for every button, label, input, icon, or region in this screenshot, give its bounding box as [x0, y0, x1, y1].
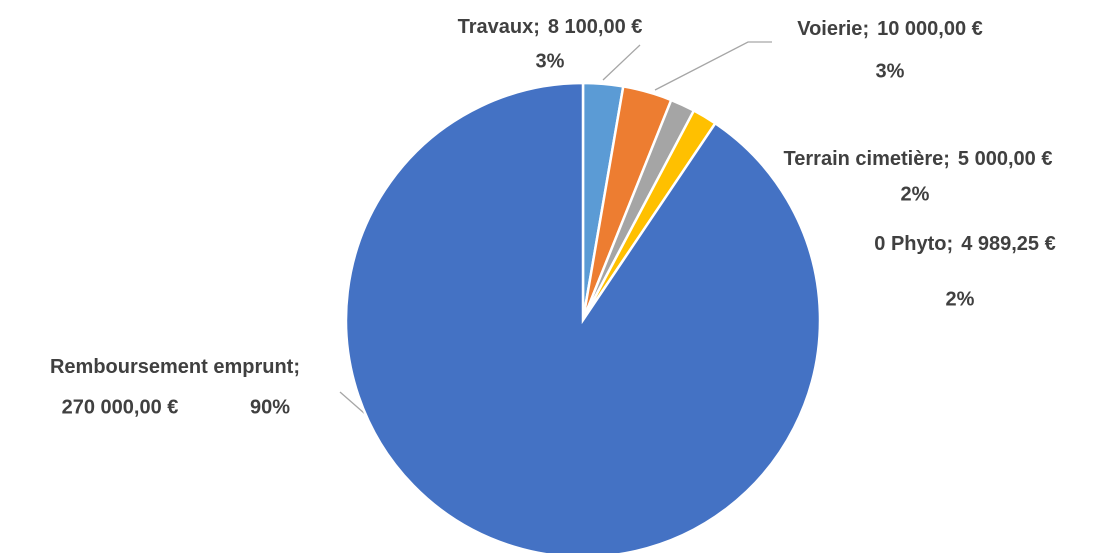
label-separator: ;	[533, 16, 540, 38]
percent-label: 3%	[536, 50, 565, 72]
label-separator: ;	[947, 233, 954, 255]
value-label: 8 100,00 €	[548, 16, 643, 38]
value-label: 4 989,25 €	[961, 233, 1056, 255]
percent-label: 3%	[876, 60, 905, 82]
category-name: Remboursement emprunt	[50, 356, 294, 378]
value-label: 5 000,00 €	[958, 148, 1053, 170]
label-separator: ;	[293, 356, 300, 378]
leader-line	[602, 44, 641, 81]
data-label: Voierie; 10 000,00 €	[797, 18, 983, 40]
percent-label: 2%	[946, 288, 975, 310]
value-label: 10 000,00 €	[877, 18, 983, 40]
leader-line	[654, 41, 772, 91]
value-label: 270 000,00 €	[62, 396, 179, 418]
pie-slice	[344, 81, 822, 553]
data-label: Remboursement emprunt;	[50, 356, 300, 378]
label-separator: ;	[943, 148, 950, 170]
label-separator: ;	[862, 18, 869, 40]
data-label: 0 Phyto; 4 989,25 €	[874, 233, 1055, 255]
category-name: Travaux	[458, 16, 534, 38]
data-label: Terrain cimetière; 5 000,00 €	[784, 148, 1053, 170]
category-name: Terrain cimetière	[784, 148, 944, 170]
category-name: 0 Phyto	[874, 233, 946, 255]
data-label: Travaux; 8 100,00 €	[458, 16, 643, 38]
percent-label: 2%	[901, 183, 930, 205]
percent-label: 90%	[250, 396, 290, 418]
category-name: Voierie	[797, 18, 862, 40]
